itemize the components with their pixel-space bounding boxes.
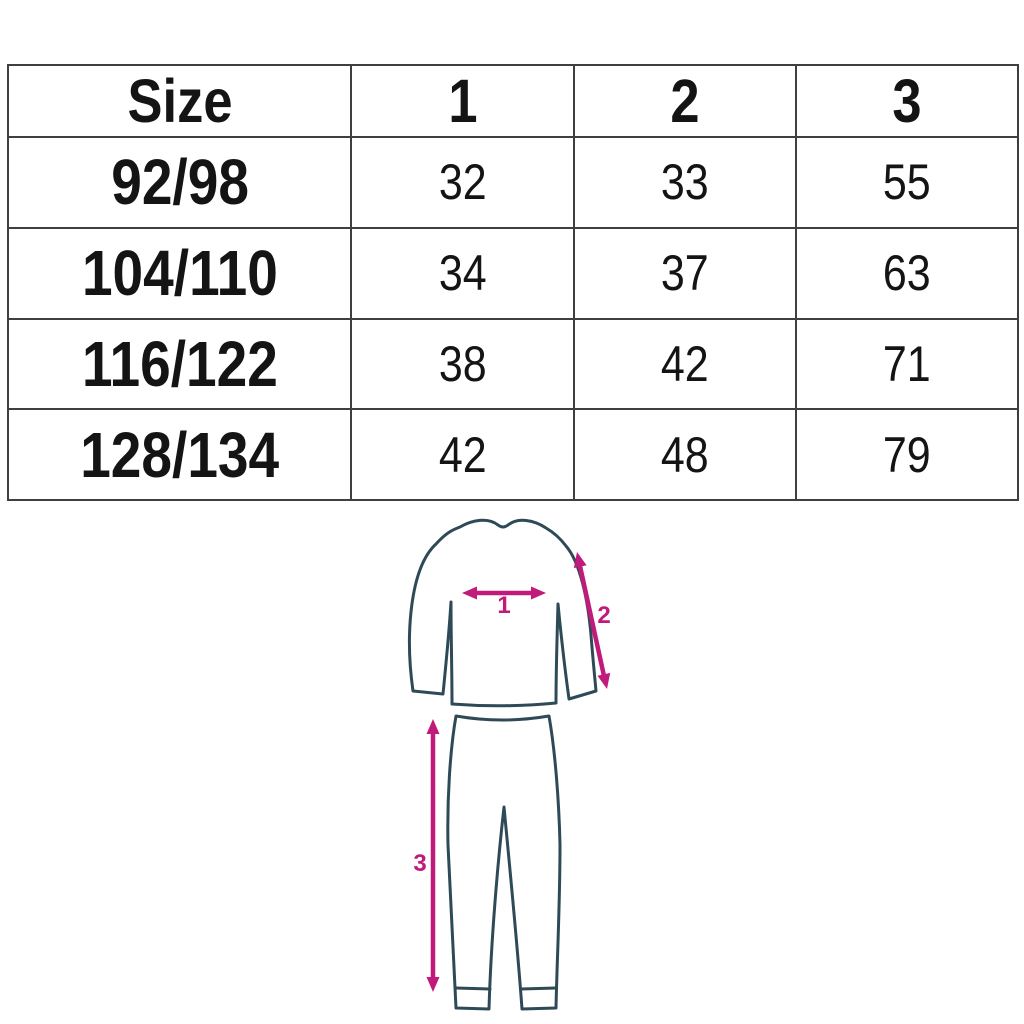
value-text: 37 <box>660 245 709 302</box>
pants-length-label: 3 <box>413 850 426 877</box>
size-label-text: 128/134 <box>80 418 280 491</box>
chest-width-arrowhead-right <box>531 586 546 600</box>
sleeve-length-arrowhead-top <box>573 552 587 569</box>
value-text: 32 <box>438 154 487 211</box>
value-text: 63 <box>882 245 931 302</box>
table-row: 128/134 42 48 79 <box>6 408 1020 501</box>
value-text: 55 <box>882 154 931 211</box>
size-chart-table: Size 1 2 3 92/98 32 33 55 104/110 34 37 … <box>6 64 1020 501</box>
pants-length-arrowhead-top <box>426 719 440 734</box>
column-header-2-label: 2 <box>670 67 700 135</box>
measurement-value: 33 <box>572 136 797 229</box>
size-label-text: 92/98 <box>110 146 249 219</box>
table-row: 116/122 38 42 71 <box>6 317 1020 411</box>
size-label: 92/98 <box>6 136 353 229</box>
right-cuff-seam <box>519 986 558 991</box>
column-header-3-label: 3 <box>892 67 922 135</box>
value-text: 33 <box>660 154 709 211</box>
value-text: 79 <box>882 426 931 483</box>
size-label-text: 116/122 <box>81 327 278 400</box>
measurement-value: 48 <box>572 408 797 501</box>
column-header-3: 3 <box>794 64 1020 138</box>
size-label: 104/110 <box>6 226 353 320</box>
measurement-value: 38 <box>350 317 575 411</box>
chest-width-arrowhead-left <box>462 586 477 600</box>
header-row: Size 1 2 3 <box>6 64 1020 138</box>
column-header-1-label: 1 <box>447 67 478 135</box>
measurement-value: 71 <box>794 317 1020 411</box>
column-header-2: 2 <box>572 64 797 138</box>
column-header-1: 1 <box>350 64 575 138</box>
value-text: 48 <box>660 426 709 483</box>
sleeve-length-label: 2 <box>597 602 610 629</box>
pants-length-arrow: 3 <box>413 719 440 992</box>
measurement-value: 42 <box>572 317 797 411</box>
pants-length-arrowhead-bottom <box>426 977 440 992</box>
measurement-value: 42 <box>350 408 575 501</box>
size-label: 128/134 <box>6 408 353 501</box>
left-cuff-seam <box>454 986 492 991</box>
sweater-outline-drawing <box>408 518 598 708</box>
chest-width-label: 1 <box>497 592 510 619</box>
value-text: 71 <box>882 335 931 392</box>
value-text: 34 <box>438 245 487 302</box>
pants-outline-drawing <box>446 714 562 1011</box>
measurement-value: 32 <box>350 136 575 229</box>
measurement-value: 37 <box>572 226 797 320</box>
sleeve-length-arrowhead-bottom <box>597 672 611 689</box>
value-text: 42 <box>660 335 709 392</box>
chest-width-arrow: 1 <box>462 586 546 619</box>
column-header-size: Size <box>6 64 353 138</box>
measurement-value: 63 <box>794 226 1020 320</box>
sleeve-length-arrow-shaft <box>577 565 607 677</box>
measurement-value: 34 <box>350 226 575 320</box>
sleeve-length-arrow: 2 <box>573 552 611 689</box>
table-row: 104/110 34 37 63 <box>6 226 1020 320</box>
measurement-value: 55 <box>794 136 1020 229</box>
column-header-size-label: Size <box>127 67 233 135</box>
value-text: 42 <box>438 426 487 483</box>
size-label: 116/122 <box>6 317 353 411</box>
value-text: 38 <box>438 335 487 392</box>
table-row: 92/98 32 33 55 <box>6 136 1020 229</box>
measurement-value: 79 <box>794 408 1020 501</box>
size-label-text: 104/110 <box>81 237 278 310</box>
